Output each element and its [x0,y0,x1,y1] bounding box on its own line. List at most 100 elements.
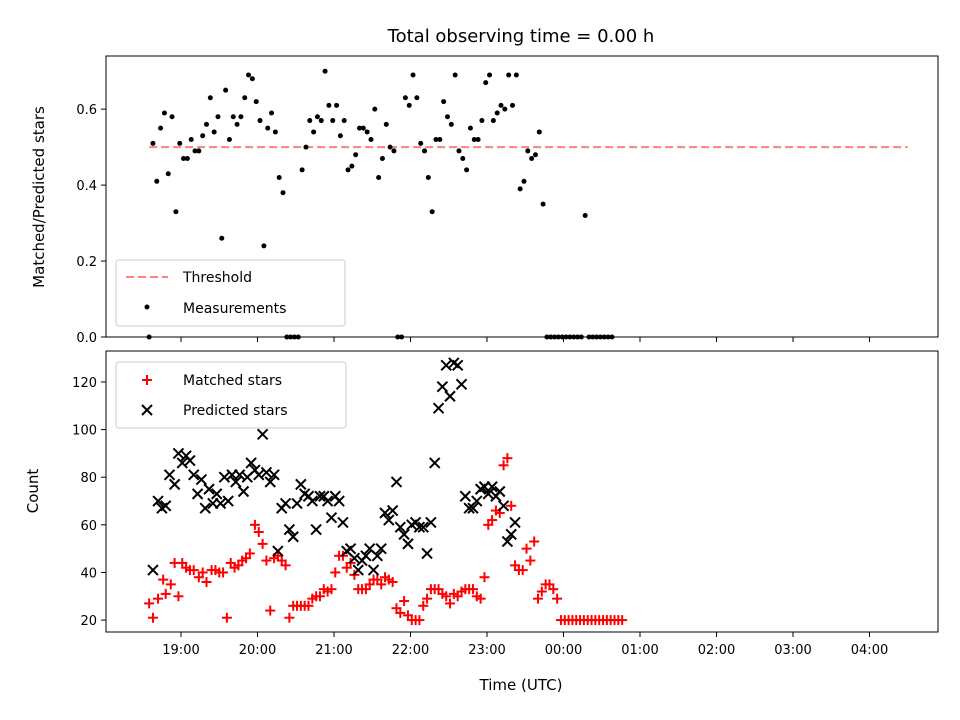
measurement-point [246,72,252,78]
x-tick-label: 19:00 [162,643,199,658]
ratio-x-ticks [180,337,870,342]
matched-star-point [173,591,184,602]
measurement-point [307,118,313,124]
measurement-point [196,148,202,154]
matched-star-point [552,593,563,604]
matched-star-point [617,615,628,626]
measurement-point [529,156,535,162]
predicted-star-point [310,523,322,536]
count-y-tick-label: 120 [72,376,97,391]
measurement-point [253,99,259,105]
measurement-point [475,137,481,143]
measurement-point [429,209,435,215]
predicted-star-point [218,471,231,483]
measurement-point [161,110,167,116]
measurement-point [372,106,378,112]
measurement-point [498,102,504,108]
count-panel: 20 40 60 80 100 120 19:00 20:00 21:00 22:00 23:00… [24,350,939,694]
measurement-point [257,118,263,124]
measurement-point [158,125,164,131]
measurement-point [422,148,428,154]
measurement-point [487,72,493,78]
predicted-star-point [337,516,349,529]
measurement-point [517,186,523,192]
predicted-star-point [222,495,234,507]
measurement-point [200,133,206,139]
matched-star-point [445,598,456,609]
ratio-y-tick-label: 0.2 [76,255,97,270]
predicted-star-point [253,469,265,481]
measurement-point [502,106,508,112]
predicted-star-point [233,469,246,481]
measurement-point [269,110,275,116]
measurement-point [207,95,213,101]
count-plot-frame [105,350,939,633]
predicted-star-point [417,521,429,533]
matched-star-point [197,567,208,578]
measurement-point [211,129,217,135]
predicted-star-point [283,523,296,536]
measurement-point [181,156,187,162]
measurement-point [441,99,447,105]
predicted-star-point [467,502,479,514]
matched-star-point [201,576,212,587]
measurement-point [376,175,382,181]
count-legend: Matched stars Predicted stars [115,361,347,429]
predicted-star-point [505,528,517,541]
predicted-star-point [159,500,172,512]
legend-predicted-marker [141,404,153,416]
predicted-star-point [352,564,364,576]
measurement-point [513,72,519,78]
measurement-point [383,121,389,127]
predicted-star-point [188,469,200,481]
predicted-star-point [287,531,299,543]
measurement-point [353,152,359,158]
predicted-star-point [390,476,403,488]
chart-title: Total observing time = 0.00 h [387,26,655,47]
matched-star-point [506,500,517,511]
predicted-star-point [152,495,164,507]
predicted-stars-series [147,357,521,576]
measurement-point [204,121,209,127]
measurement-point [150,140,156,146]
predicted-star-point [360,550,372,562]
measurement-point [234,121,240,127]
predicted-star-point [501,535,514,548]
predicted-star-point [367,564,380,576]
matched-star-point [303,600,314,611]
matched-star-point [221,612,232,623]
predicted-star-point [383,514,395,526]
legend-matched-marker [142,375,152,385]
x-axis-title: Time (UTC) [479,676,563,694]
measurement-point [402,95,408,101]
predicted-star-point [210,488,223,500]
measurement-point [299,167,305,173]
matched-star-point [395,607,406,618]
count-y-tick-label: 80 [80,471,97,486]
matched-star-point [280,560,291,571]
measurement-point [341,118,347,124]
count-y-tick-label: 20 [80,614,97,629]
measurement-point [456,148,462,154]
predicted-star-point [436,381,449,393]
predicted-star-point [455,378,468,391]
measurement-point [467,125,473,131]
measurement-point [582,212,588,218]
predicted-star-point [471,495,483,507]
predicted-star-point [279,497,292,510]
predicted-star-point [256,428,269,441]
count-y-ticks: 20 40 60 80 100 120 [72,376,106,629]
matched-star-point [387,576,398,587]
matched-star-point [284,612,295,623]
measurement-point [444,114,450,120]
measurement-point [483,80,489,86]
measurement-point [318,118,324,124]
matched-star-point [441,591,452,602]
measurement-point [345,167,351,173]
measurement-point [311,129,317,135]
matched-star-point [517,565,528,576]
predicted-star-point [486,481,498,493]
matched-star-point [188,565,199,576]
predicted-star-point [264,476,276,488]
measurement-point [357,125,362,131]
